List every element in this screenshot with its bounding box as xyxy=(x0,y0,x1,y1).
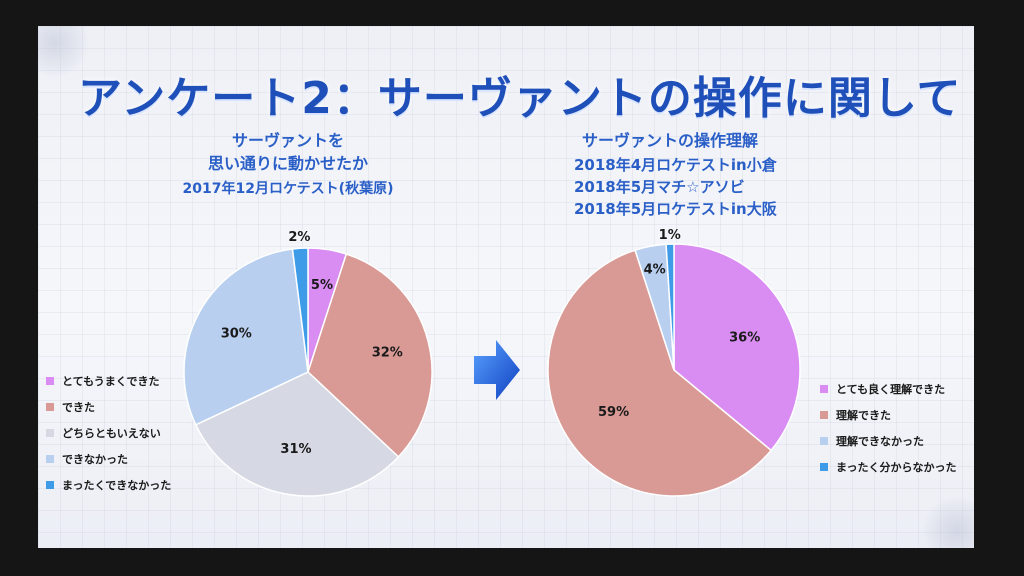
right-chart-heading: サーヴァントの操作理解 xyxy=(582,131,759,150)
left-legend-label: まったくできなかった xyxy=(62,479,172,492)
right-legend-swatch-icon xyxy=(820,463,828,471)
right-pie-data-label-1: 59% xyxy=(598,405,629,420)
right-pie-data-label-0: 36% xyxy=(729,331,760,346)
right-legend-item: 理解できた xyxy=(820,402,957,428)
left-legend-item: できなかった xyxy=(46,446,171,472)
right-legend-label: 理解できた xyxy=(836,409,891,422)
right-pie-slice-0 xyxy=(673,243,801,452)
left-chart-heading-line2: 思い通りに動かせたか xyxy=(207,154,368,173)
left-legend-swatch-icon xyxy=(46,429,54,437)
right-pie-data-label-2: 4% xyxy=(644,263,666,278)
left-legend-item: できた xyxy=(46,394,171,420)
right-legend-item: とても良く理解できた xyxy=(820,376,957,402)
left-pie-data-label-0: 5% xyxy=(311,278,333,293)
left-legend-label: どちらともいえない xyxy=(62,427,161,440)
right-legend-item: まったく分からなかった xyxy=(820,454,957,480)
slide-screen: アンケート2：サーヴァントの操作に関して サーヴァントを 思い通りに動かせたか … xyxy=(38,26,974,548)
left-legend-label: とてもうまくできた xyxy=(62,375,160,388)
right-chart-subheading-line3: 2018年5月ロケテストin大阪 xyxy=(574,200,777,218)
background-grid xyxy=(38,26,974,548)
right-pie-data-label-3: 1% xyxy=(659,228,681,243)
left-pie-slice-3 xyxy=(183,248,309,426)
left-chart-legend: とてもうまくできた できたどちらともいえない できなかったまったくできなかった xyxy=(46,368,171,498)
right-legend-item: 理解できなかった xyxy=(820,428,957,454)
slide-title: アンケート2：サーヴァントの操作に関して xyxy=(78,73,962,124)
right-legend-label: 理解できなかった xyxy=(836,435,924,448)
pie-charts: 5% 32% 31% 30% 2% 36% 59% 4% 1% xyxy=(183,228,801,497)
left-pie-slice-1 xyxy=(307,253,433,458)
left-legend-item: どちらともいえない xyxy=(46,420,171,446)
left-legend-swatch-icon xyxy=(46,403,54,411)
right-legend-label: まったく分からなかった xyxy=(836,461,957,474)
left-pie-slice-2 xyxy=(194,371,400,497)
left-pie-data-label-1: 32% xyxy=(372,346,403,361)
right-chart-legend: とても良く理解できた 理解できた理解できなかったまったく分からなかった xyxy=(820,376,957,480)
left-legend-item: まったくできなかった xyxy=(46,472,171,498)
left-pie-data-label-3: 30% xyxy=(221,327,252,342)
right-pie-slice-3 xyxy=(665,243,675,371)
right-legend-swatch-icon xyxy=(820,411,828,419)
left-legend-swatch-icon xyxy=(46,481,54,489)
right-legend-swatch-icon xyxy=(820,385,828,393)
left-pie-data-label-4: 2% xyxy=(288,230,310,245)
left-chart-heading-line1: サーヴァントを xyxy=(231,131,344,150)
left-legend-label: できなかった xyxy=(62,453,128,466)
left-legend-item: とてもうまくできた xyxy=(46,368,171,394)
left-legend-swatch-icon xyxy=(46,455,54,463)
right-pie-slice-1 xyxy=(547,249,773,497)
left-pie-slice-4 xyxy=(291,247,309,373)
arrow-right-icon xyxy=(474,340,520,400)
right-chart-subheading-line1: 2018年4月ロケテストin小倉 xyxy=(574,156,777,174)
right-chart-subheading-line2: 2018年5月マチ☆アソビ xyxy=(574,178,745,196)
left-chart-subheading: 2017年12月ロケテスト(秋葉原) xyxy=(182,181,394,197)
right-legend-swatch-icon xyxy=(820,437,828,445)
right-legend-label: とても良く理解できた xyxy=(836,383,946,396)
left-pie-data-label-2: 31% xyxy=(280,442,311,457)
left-legend-label: できた xyxy=(62,401,95,414)
left-legend-swatch-icon xyxy=(46,377,54,385)
